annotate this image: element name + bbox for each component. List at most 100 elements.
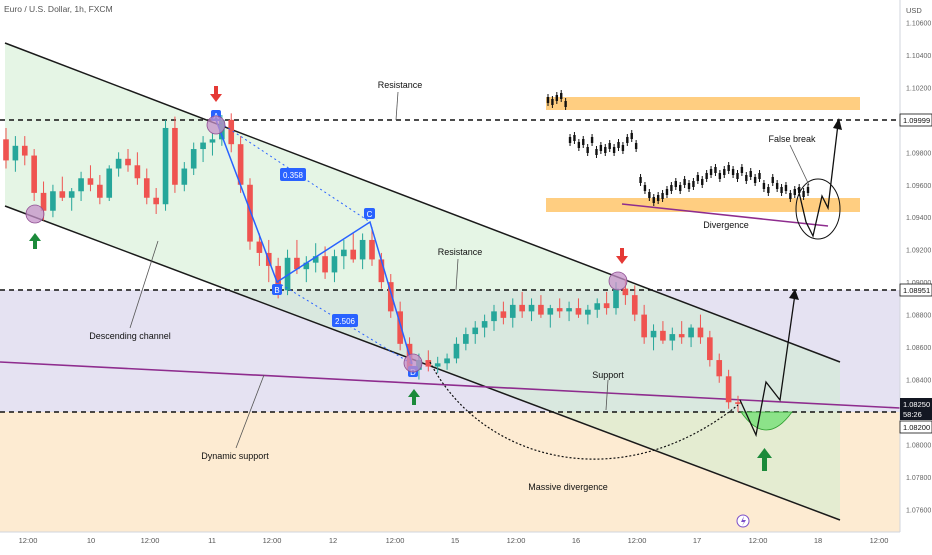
- time-tick-label: 12:00: [628, 536, 647, 545]
- annotation-resistance-1: Resistance: [378, 80, 423, 90]
- candle-body: [294, 257, 300, 270]
- candle-body: [209, 139, 216, 143]
- inset-candle-body: [780, 187, 783, 193]
- inset-candle-body: [648, 192, 651, 198]
- inset-candle-body: [564, 101, 567, 107]
- arrow-up-icon: [408, 389, 420, 405]
- time-tick-label: 16: [572, 536, 580, 545]
- price-label-lower: 1.08200: [899, 420, 932, 434]
- time-tick-label: 10: [87, 536, 95, 545]
- pivot-circle-right: [608, 271, 628, 291]
- time-tick-label: 12:00: [507, 536, 526, 545]
- abcd-point-c-label: C: [367, 210, 373, 219]
- price-label-current-text: 1.08250: [903, 400, 930, 409]
- time-axis-bg: [0, 532, 932, 550]
- inset-candle-body: [626, 137, 629, 143]
- time-tick-label: 11: [208, 536, 216, 545]
- time-tick-label: 12:00: [386, 536, 405, 545]
- candle-body: [256, 241, 263, 253]
- pointer-descending-channel: [129, 240, 159, 329]
- abcd-point-b-label: B: [274, 286, 279, 295]
- annotation-support: Support: [592, 370, 624, 380]
- price-tick-label: 1.10600: [906, 20, 931, 27]
- pointer-resistance-1: [395, 91, 399, 121]
- candle-body: [594, 303, 601, 310]
- inset-candle-body: [723, 169, 726, 175]
- price-tick-label: 1.07600: [906, 507, 931, 514]
- inset-candle-body: [736, 173, 739, 179]
- candle-body: [172, 127, 178, 185]
- candle-body: [528, 304, 535, 312]
- price-axis[interactable]: USD 1.10600 1.10400 1.10200 1.09800 1.09600 1…: [899, 0, 932, 550]
- inset-candle-body: [670, 185, 673, 191]
- inset-candle-body: [797, 187, 801, 193]
- inset-candle-body: [639, 177, 642, 183]
- inset-candle-body: [705, 173, 708, 179]
- candle-body: [303, 262, 310, 270]
- inset-candle-body: [546, 97, 550, 103]
- candle-body: [519, 304, 525, 312]
- candle-body: [387, 282, 394, 312]
- lightning-bolt: [741, 516, 746, 526]
- price-label-current: 1.08250 58:26: [900, 398, 932, 420]
- inset-candle-body: [551, 99, 554, 105]
- time-tick-label: 12:00: [263, 536, 282, 545]
- price-tick-label: 1.09400: [906, 215, 931, 222]
- abcd-ratio-2-box: [332, 314, 358, 327]
- channel-lower-line: [4, 205, 841, 521]
- candle-body: [697, 327, 704, 338]
- candle-body: [125, 158, 131, 166]
- projection-arrowhead: [789, 289, 799, 300]
- candle-body: [378, 259, 385, 283]
- dynamic-support-line: [0, 361, 901, 409]
- price-label-countdown: 58:26: [903, 410, 922, 419]
- inset-candle-body: [634, 143, 638, 149]
- time-tick-label: 12: [329, 536, 337, 545]
- abcd-point-b: [272, 284, 282, 295]
- price-tick-label: 1.10200: [906, 85, 931, 92]
- inset-candle-body: [674, 181, 677, 187]
- candle-body: [181, 168, 188, 185]
- inset-candle-body: [630, 133, 633, 139]
- inset-candle-body: [806, 187, 810, 193]
- candle-body: [481, 321, 488, 328]
- candle-body: [434, 363, 441, 367]
- candle-body: [613, 288, 619, 309]
- inset-candle-body: [753, 177, 757, 183]
- candle-body: [143, 178, 150, 198]
- inset-candle-body: [731, 169, 735, 175]
- inset-candle-body: [665, 189, 669, 195]
- inset-sketch: [546, 90, 860, 240]
- pointer-support: [605, 379, 609, 411]
- inset-candle-body: [714, 167, 717, 173]
- candle-body: [237, 144, 244, 185]
- candle-body: [3, 139, 9, 161]
- candle-body: [678, 334, 685, 338]
- candle-body: [78, 178, 84, 192]
- price-axis-currency: USD: [906, 6, 922, 15]
- inset-projection-arrowhead: [833, 118, 842, 130]
- inset-candle-body: [758, 173, 761, 179]
- arrow-up-icon: [29, 233, 41, 249]
- abcd-legs: [215, 119, 413, 365]
- candle-body: [472, 327, 479, 335]
- price-label-lower-text: 1.08200: [903, 423, 930, 432]
- abcd-point-c: [364, 208, 375, 219]
- candle-body: [97, 184, 103, 198]
- candle-body: [284, 257, 291, 291]
- inset-candle-body: [643, 185, 647, 191]
- candle-body: [134, 165, 141, 179]
- arrow-up-icon: [757, 448, 772, 471]
- inset-divergence-line: [621, 203, 829, 227]
- candle-body: [40, 192, 47, 211]
- price-tick-label: 1.09800: [906, 150, 931, 157]
- massive-divergence-curve: [429, 361, 739, 460]
- price-tick-label: 1.08600: [906, 345, 931, 352]
- candle-body: [87, 178, 94, 185]
- annotation-divergence: Divergence: [703, 220, 749, 230]
- time-axis[interactable]: 12:00 10 12:00 11 12:00 12 12:00 15 12:00 16 12:00…: [0, 531, 932, 550]
- arrow-down-icon: [616, 248, 628, 264]
- inset-candle-body: [599, 145, 603, 151]
- candle-body: [322, 256, 328, 273]
